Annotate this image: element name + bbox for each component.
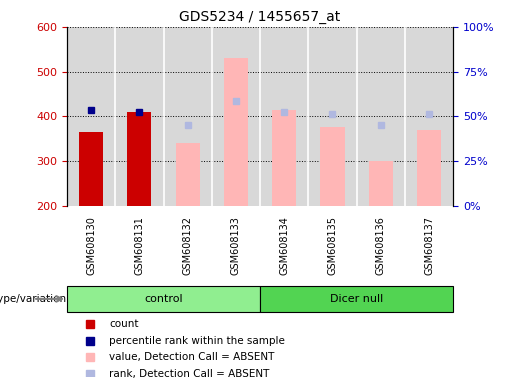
- Bar: [417, 130, 441, 205]
- Text: genotype/variation: genotype/variation: [0, 294, 67, 304]
- Bar: [67, 286, 260, 312]
- Text: GSM608137: GSM608137: [424, 216, 434, 275]
- Text: GSM608136: GSM608136: [376, 216, 386, 275]
- Text: count: count: [109, 319, 139, 329]
- Text: GSM608131: GSM608131: [134, 216, 144, 275]
- Text: rank, Detection Call = ABSENT: rank, Detection Call = ABSENT: [109, 369, 270, 379]
- Text: control: control: [144, 294, 183, 304]
- Bar: [320, 127, 345, 205]
- Bar: [272, 109, 296, 205]
- Text: GSM608133: GSM608133: [231, 216, 241, 275]
- Text: value, Detection Call = ABSENT: value, Detection Call = ABSENT: [109, 352, 275, 362]
- Text: GSM608132: GSM608132: [183, 216, 193, 275]
- Text: GSM608134: GSM608134: [279, 216, 289, 275]
- Bar: [260, 286, 453, 312]
- Bar: [79, 132, 103, 205]
- Bar: [176, 143, 200, 205]
- Bar: [369, 161, 393, 205]
- Bar: [127, 112, 151, 205]
- Title: GDS5234 / 1455657_at: GDS5234 / 1455657_at: [179, 10, 341, 25]
- Text: GSM608130: GSM608130: [86, 216, 96, 275]
- Bar: [224, 58, 248, 205]
- Text: GSM608135: GSM608135: [328, 216, 337, 275]
- Text: percentile rank within the sample: percentile rank within the sample: [109, 336, 285, 346]
- Text: Dicer null: Dicer null: [330, 294, 383, 304]
